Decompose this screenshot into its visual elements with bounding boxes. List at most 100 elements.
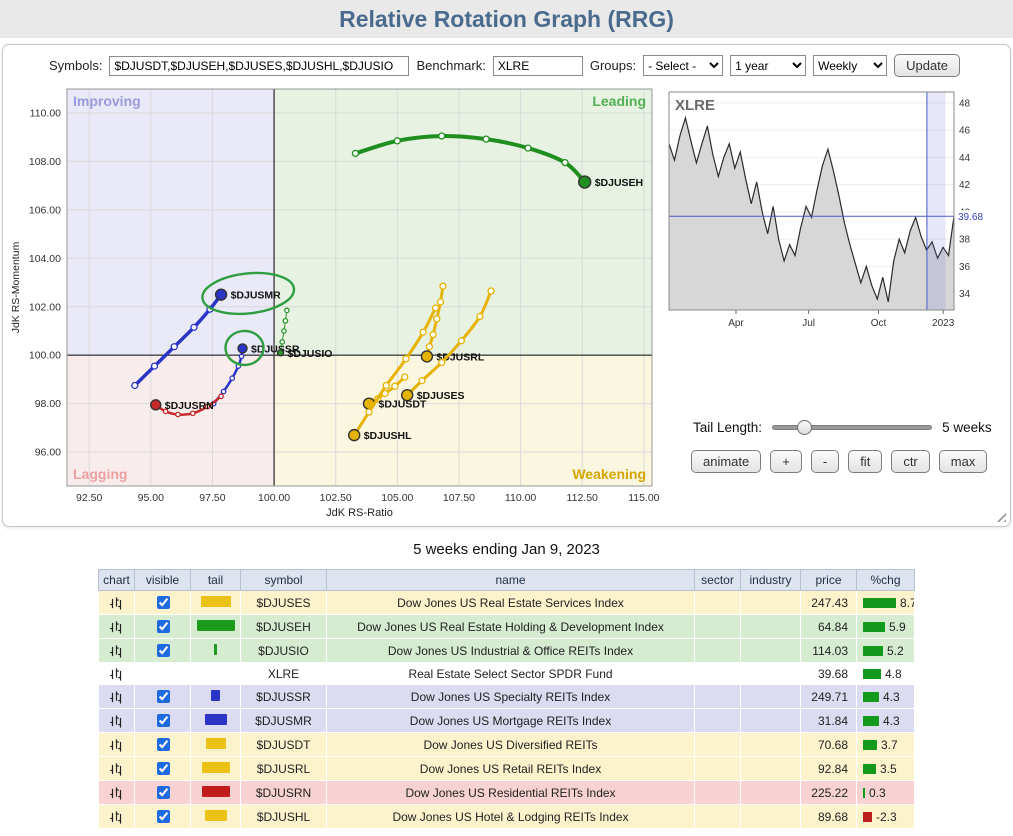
frequency-select[interactable]: Weekly: [813, 55, 888, 76]
table-row-djussr[interactable]: $DJUSSR Dow Jones US Specialty REITs Inde…: [98, 684, 915, 709]
name-cell: Dow Jones US Diversified REITs: [326, 732, 695, 757]
tail-slider-handle[interactable]: [796, 420, 812, 435]
chart-icon[interactable]: [110, 597, 123, 610]
visible-checkbox[interactable]: [156, 644, 170, 657]
visible-checkbox[interactable]: [156, 596, 170, 609]
rrg-chart[interactable]: 92.50 95.00 97.50 100.00 102.50 105.00 107.50 1…: [7, 84, 667, 520]
svg-text:95.00: 95.00: [138, 492, 164, 504]
table-row-djuseh[interactable]: $DJUSEH Dow Jones US Real Estate Holding …: [98, 614, 915, 639]
groups-select[interactable]: - Select -: [643, 55, 724, 76]
table-row-djusrl[interactable]: $DJUSRL Dow Jones US Retail REITs Index 92…: [98, 756, 915, 781]
chart-icon[interactable]: [110, 763, 123, 776]
svg-text:$DJUSHL: $DJUSHL: [364, 430, 412, 442]
page-title: Relative Rotation Graph (RRG): [339, 5, 674, 32]
tail-swatch: [201, 785, 230, 797]
tail-swatch: [204, 809, 227, 821]
symbol-cell[interactable]: XLRE: [240, 662, 327, 685]
svg-text:Oct: Oct: [871, 318, 887, 329]
price-cell: 39.68: [800, 662, 857, 685]
chart-icon[interactable]: [110, 787, 123, 800]
chart-icon[interactable]: [110, 668, 123, 681]
symbols-label: Symbols:: [49, 58, 103, 73]
svg-text:34: 34: [959, 289, 971, 300]
visible-checkbox[interactable]: [156, 714, 170, 727]
tail-swatch: [214, 643, 217, 655]
chart-icon[interactable]: [110, 645, 123, 658]
visible-checkbox[interactable]: [156, 762, 170, 775]
chg-bar: [863, 739, 877, 750]
chart-icon-glyph: [110, 715, 122, 728]
symbol-cell[interactable]: $DJUSSR: [240, 684, 327, 709]
chg-bar: [863, 621, 885, 632]
chart-icon[interactable]: [110, 811, 123, 824]
svg-text:106.00: 106.00: [29, 204, 61, 216]
chart-icon[interactable]: [110, 739, 123, 752]
table-row-djusmr[interactable]: $DJUSMR Dow Jones US Mortgage REITs Index…: [98, 708, 915, 733]
symbol-cell[interactable]: $DJUSRL: [240, 756, 327, 781]
symbol-cell[interactable]: $DJUSEH: [240, 614, 327, 639]
chart-icon[interactable]: [110, 715, 123, 728]
tail-length-slider[interactable]: [772, 420, 933, 435]
svg-text:110.00: 110.00: [505, 492, 536, 504]
visible-checkbox[interactable]: [156, 620, 170, 633]
visible-checkbox[interactable]: [156, 690, 170, 703]
period-select[interactable]: 1 year: [730, 55, 807, 76]
pct-chg-cell: 4.3: [856, 684, 915, 709]
svg-text:$DJUSDT: $DJUSDT: [378, 399, 426, 411]
zoom-out-button[interactable]: -: [810, 450, 840, 473]
chg-bar: [863, 787, 865, 798]
symbol-cell[interactable]: $DJUSDT: [240, 732, 327, 757]
pct-chg-cell: 3.7: [856, 732, 915, 757]
update-button[interactable]: Update: [894, 54, 961, 77]
sector-cell: [694, 732, 741, 757]
symbols-input[interactable]: [109, 55, 410, 76]
price-cell: 64.84: [800, 614, 857, 639]
name-cell: Dow Jones US Real Estate Services Index: [326, 590, 695, 615]
max-button[interactable]: max: [938, 450, 988, 473]
symbol-cell[interactable]: $DJUSIO: [240, 638, 327, 663]
toolbar: Symbols: Benchmark: Groups: - Select - 1…: [7, 49, 1006, 84]
tail-length-row: Tail Length: 5 weeks: [667, 420, 1005, 435]
table-row-djusdt[interactable]: $DJUSDT Dow Jones US Diversified REITs 70.…: [98, 732, 915, 757]
svg-text:100.00: 100.00: [29, 350, 61, 362]
zoom-in-button[interactable]: +: [770, 450, 802, 473]
svg-text:2023: 2023: [932, 318, 955, 329]
table-row-djusrn[interactable]: $DJUSRN Dow Jones US Residential REITs In…: [98, 780, 915, 805]
sector-cell: [694, 804, 741, 829]
chart-icon[interactable]: [110, 691, 123, 704]
chg-value: -2.3: [876, 809, 897, 824]
sector-cell: [694, 638, 741, 663]
name-cell: Dow Jones US Retail REITs Index: [326, 756, 695, 781]
visible-checkbox[interactable]: [156, 810, 170, 823]
chart-icon-glyph: [110, 597, 122, 610]
industry-cell: [740, 662, 801, 685]
symbol-cell[interactable]: $DJUSHL: [240, 804, 327, 829]
chg-value: 3.7: [881, 737, 898, 752]
sector-cell: [694, 708, 741, 733]
pct-chg-cell: 5.2: [856, 638, 915, 663]
visible-checkbox[interactable]: [156, 786, 170, 799]
table-row-xlre[interactable]: XLRE Real Estate Select Sector SPDR Fund 3…: [98, 662, 915, 685]
chg-value: 5.9: [889, 619, 906, 634]
svg-text:Apr: Apr: [728, 318, 744, 329]
table-row-djushl[interactable]: $DJUSHL Dow Jones US Hotel & Lodging REIT…: [98, 804, 915, 829]
fit-button[interactable]: fit: [848, 450, 883, 473]
symbol-cell[interactable]: $DJUSES: [240, 590, 327, 615]
visible-checkbox[interactable]: [156, 738, 170, 751]
industry-cell: [740, 804, 801, 829]
animate-button[interactable]: animate: [691, 450, 762, 473]
table-row-djuses[interactable]: $DJUSES Dow Jones US Real Estate Services…: [98, 590, 915, 615]
table-row-djusio[interactable]: $DJUSIO Dow Jones US Industrial & Office …: [98, 638, 915, 663]
sector-cell: [694, 662, 741, 685]
symbol-cell[interactable]: $DJUSRN: [240, 780, 327, 805]
svg-text:102.00: 102.00: [29, 301, 61, 313]
chart-icon[interactable]: [110, 621, 123, 634]
symbol-cell[interactable]: $DJUSMR: [240, 708, 327, 733]
center-button[interactable]: ctr: [891, 450, 930, 473]
svg-text:39.68: 39.68: [958, 212, 983, 223]
benchmark-input[interactable]: [492, 55, 583, 76]
symbols-table: chart visible tail symbol name sector industry…: [98, 569, 915, 829]
chg-bar: [863, 668, 881, 679]
column-header-tail: tail: [190, 569, 241, 591]
